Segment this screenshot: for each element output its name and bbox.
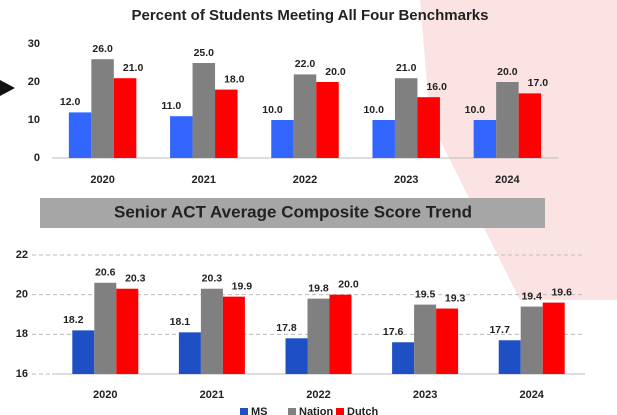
value-label: 20.0 — [497, 66, 518, 78]
x-tick-label: 2024 — [495, 174, 520, 186]
bar — [417, 97, 440, 158]
bar — [436, 308, 459, 374]
bar — [113, 78, 137, 158]
value-label: 10.0 — [262, 104, 283, 116]
value-label: 20.0 — [325, 66, 346, 78]
bar — [498, 340, 521, 374]
value-label: 22.0 — [295, 58, 316, 70]
value-label: 19.9 — [232, 280, 253, 292]
x-tick-label: 2020 — [90, 174, 114, 186]
value-label: 26.0 — [92, 43, 113, 55]
legend-label: Dutch — [347, 406, 378, 415]
bar — [518, 93, 542, 158]
x-tick-label: 2023 — [413, 389, 437, 401]
y-tick-label: 20 — [16, 289, 28, 301]
value-label: 17.7 — [489, 324, 510, 336]
y-tick-label: 0 — [34, 152, 40, 164]
value-label: 20.6 — [95, 267, 116, 279]
value-label: 19.3 — [445, 292, 466, 304]
value-label: 10.0 — [363, 104, 384, 116]
y-tick-label: 10 — [28, 114, 40, 126]
x-tick-label: 2023 — [394, 174, 418, 186]
value-label: 18.0 — [224, 73, 245, 85]
value-label: 11.0 — [161, 100, 181, 112]
y-tick-label: 22 — [16, 249, 28, 261]
x-tick-label: 2021 — [200, 389, 224, 401]
bar — [192, 63, 216, 158]
legend-swatch — [288, 408, 296, 415]
bar — [392, 342, 415, 374]
bar — [68, 112, 92, 158]
bar — [372, 120, 395, 158]
bar — [520, 306, 543, 374]
bar — [91, 59, 114, 159]
y-tick-label: 20 — [28, 76, 40, 88]
bar — [170, 116, 193, 158]
bar — [285, 338, 308, 374]
value-label: 19.8 — [308, 282, 329, 294]
value-label: 21.0 — [396, 62, 417, 74]
bar — [316, 82, 339, 158]
bar — [72, 330, 95, 374]
bar — [293, 74, 317, 158]
bar — [414, 304, 437, 374]
chart-title: Senior ACT Average Composite Score Trend — [114, 202, 472, 221]
x-tick-label: 2022 — [293, 174, 317, 186]
value-label: 18.2 — [63, 314, 84, 326]
value-label: 19.4 — [521, 290, 542, 302]
y-tick-label: 16 — [16, 368, 28, 380]
value-label: 16.0 — [426, 81, 447, 93]
legend-label: MS — [251, 406, 268, 415]
bar — [200, 288, 223, 374]
bar — [116, 288, 139, 374]
value-label: 21.0 — [123, 62, 144, 74]
bar — [271, 120, 294, 158]
legend-label: Nation — [299, 406, 334, 415]
bar — [394, 78, 418, 158]
x-tick-label: 2020 — [93, 389, 117, 401]
value-label: 17.8 — [276, 322, 297, 334]
y-tick-label: 18 — [16, 328, 28, 340]
bar — [473, 120, 497, 158]
bar — [307, 298, 330, 374]
value-label: 20.0 — [338, 278, 359, 290]
y-tick-label: 30 — [28, 38, 40, 50]
legend-swatch — [240, 408, 248, 415]
value-label: 10.0 — [465, 104, 486, 116]
bar — [215, 89, 238, 158]
x-tick-label: 2024 — [519, 389, 544, 401]
value-label: 19.6 — [551, 286, 572, 298]
bar — [496, 82, 519, 158]
chart-title: Percent of Students Meeting All Four Ben… — [131, 7, 488, 24]
value-label: 18.1 — [170, 316, 191, 328]
x-tick-label: 2021 — [192, 174, 216, 186]
value-label: 20.3 — [125, 272, 146, 284]
title-banner — [40, 198, 545, 228]
arrow — [0, 80, 15, 96]
value-label: 19.5 — [415, 288, 436, 300]
value-label: 17.6 — [383, 326, 404, 338]
value-label: 25.0 — [194, 47, 215, 59]
bar — [542, 302, 565, 374]
value-label: 20.3 — [202, 272, 223, 284]
bar — [178, 332, 201, 374]
bar — [94, 282, 117, 374]
x-tick-label: 2022 — [306, 389, 330, 401]
bar — [329, 294, 352, 374]
bar — [222, 296, 245, 374]
value-label: 17.0 — [528, 77, 549, 89]
legend-swatch — [336, 408, 344, 415]
value-label: 12.0 — [60, 96, 81, 108]
